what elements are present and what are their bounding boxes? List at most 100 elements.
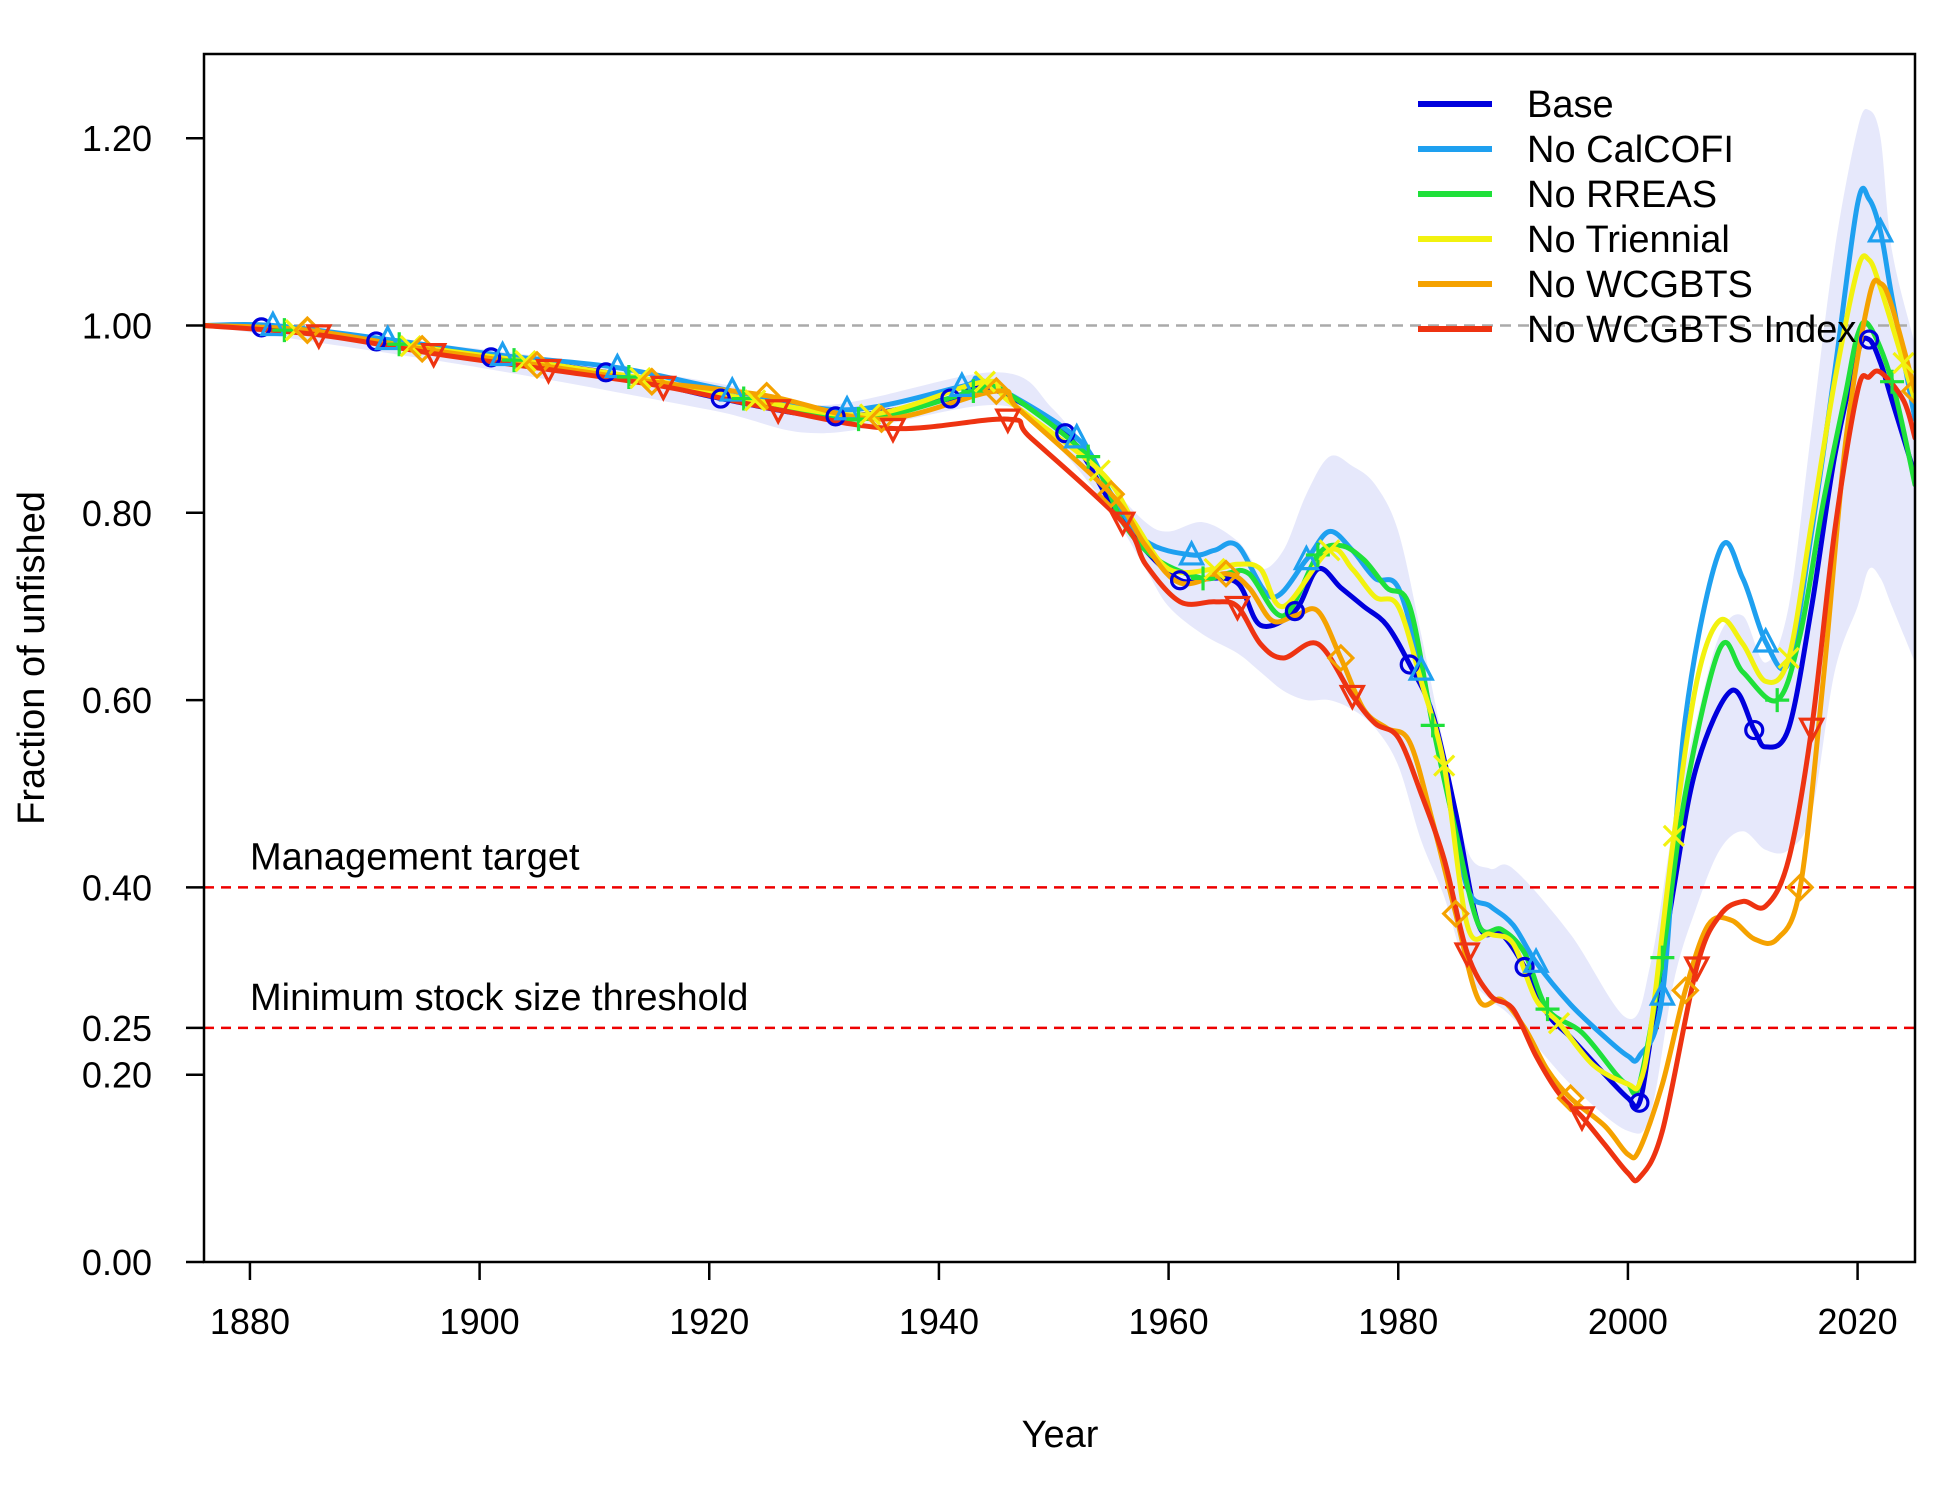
marker-no-rreas [616, 365, 641, 390]
marker-no-rreas [1650, 945, 1675, 970]
marker-no-wcgbts-index [649, 375, 677, 402]
legend-label: No CalCOFI [1527, 129, 1734, 171]
marker-no-wcgbts [752, 381, 781, 411]
marker-no-triennial [1777, 646, 1800, 670]
y-tick-label: 0.20 [82, 1055, 152, 1096]
series-line-no-wcgbts-index [204, 323, 1915, 1184]
uncertainty-band-layer [204, 109, 1915, 1134]
plot-frame [202, 52, 1917, 1264]
x-tick-label: 1920 [669, 1301, 749, 1342]
y-axis-title: Fraction of unfished [11, 491, 53, 825]
reference-lines: Management target Minimum stock size thre… [204, 324, 1915, 1030]
marker-no-triennial [1203, 557, 1226, 581]
marker-no-wcgbts [1326, 643, 1356, 673]
marker-no-calcofi [1407, 654, 1435, 681]
marker-no-wcgbts [982, 376, 1011, 406]
marker-base [595, 362, 617, 383]
marker-no-wcgbts [1785, 873, 1815, 902]
marker-no-wcgbts [1671, 976, 1700, 1005]
marker-base [1284, 601, 1306, 622]
y-axis: 0.00 0.20 0.25 0.40 0.60 0.80 1.00 1.20 [82, 118, 204, 1283]
marker-no-calcofi [1752, 626, 1780, 653]
marker-base [1744, 719, 1765, 741]
reference-label-2: Minimum stock size threshold [250, 977, 748, 1019]
marker-no-rreas [1765, 688, 1790, 713]
marker-no-triennial [629, 366, 652, 390]
marker-no-triennial [1433, 754, 1456, 777]
series-line-no-triennial [204, 253, 1915, 1092]
series-markers-layer [251, 216, 1915, 1133]
marker-no-wcgbts [867, 404, 896, 434]
marker-no-rreas [1535, 997, 1560, 1022]
marker-no-wcgbts [1441, 899, 1470, 928]
marker-no-wcgbts-index [1683, 956, 1711, 983]
marker-no-calcofi [1177, 539, 1206, 566]
marker-no-wcgbts-index [1223, 595, 1252, 622]
legend-label: No WCGBTS [1527, 264, 1753, 306]
marker-base [940, 388, 961, 409]
marker-no-wcgbts-index [420, 342, 448, 370]
marker-no-calcofi [1063, 422, 1091, 449]
marker-no-wcgbts-index [1453, 942, 1481, 969]
y-tick-label: 0.40 [82, 867, 152, 908]
marker-base [1858, 329, 1880, 350]
marker-no-triennial [973, 370, 996, 393]
marker-no-wcgbts-index [1338, 684, 1366, 711]
legend-label: No Triennial [1527, 219, 1730, 261]
marker-no-calcofi [259, 310, 287, 337]
marker-no-triennial [744, 389, 767, 412]
y-tick-label: 0.80 [82, 493, 152, 534]
reference-label-1: Management target [250, 836, 580, 878]
marker-no-wcgbts-index [764, 399, 792, 426]
marker-no-calcofi [948, 370, 976, 397]
marker-no-rreas [502, 348, 527, 373]
x-tick-label: 1980 [1358, 1301, 1438, 1342]
marker-no-triennial [514, 349, 537, 373]
x-tick-label: 1880 [210, 1301, 290, 1342]
marker-base [1629, 1092, 1650, 1113]
marker-base [1514, 956, 1535, 978]
marker-no-rreas [1420, 713, 1445, 738]
y-tick-label: 0.00 [82, 1242, 152, 1283]
marker-no-rreas [1076, 444, 1101, 469]
y-tick-label: 0.60 [82, 680, 152, 721]
x-tick-label: 1960 [1129, 1301, 1209, 1342]
marker-no-wcgbts-index [1109, 511, 1137, 538]
marker-no-rreas [961, 379, 986, 404]
marker-no-calcofi [374, 324, 402, 351]
marker-no-triennial [1547, 1012, 1571, 1035]
x-tick-label: 1940 [899, 1301, 979, 1342]
marker-no-wcgbts-index [534, 358, 563, 385]
y-tick-label: 1.00 [82, 306, 152, 347]
legend-label: No RREAS [1527, 174, 1717, 216]
marker-base [825, 406, 846, 427]
uncertainty-band [204, 109, 1915, 1134]
marker-no-triennial [1088, 459, 1111, 482]
x-tick-label: 2000 [1588, 1301, 1668, 1342]
marker-no-triennial [858, 403, 882, 426]
marker-base [1169, 570, 1191, 591]
y-tick-label: 1.20 [82, 118, 152, 159]
marker-no-calcofi [488, 340, 517, 367]
marker-no-wcgbts-index [994, 408, 1022, 435]
legend-label: No WCGBTS Index [1527, 309, 1856, 351]
marker-no-calcofi [1522, 946, 1550, 973]
marker-no-calcofi [1292, 544, 1321, 571]
marker-no-rreas [1191, 566, 1216, 591]
marker-no-wcgbts [1096, 479, 1126, 509]
marker-no-calcofi [1648, 979, 1677, 1006]
x-axis-title: Year [1022, 1414, 1099, 1456]
marker-no-wcgbts-index [305, 324, 333, 351]
marker-no-triennial [1318, 539, 1341, 562]
legend-label: Base [1527, 84, 1614, 126]
x-tick-label: 1900 [440, 1301, 520, 1342]
marker-no-wcgbts [1900, 376, 1915, 406]
marker-no-wcgbts-index [1798, 717, 1826, 744]
y-tick-label: 0.25 [82, 1008, 152, 1049]
marker-no-calcofi [1866, 216, 1895, 243]
marker-no-rreas [272, 318, 297, 343]
x-axis: 1880 1900 1920 1940 1960 1980 2000 2020 [210, 1262, 1898, 1342]
marker-no-triennial [399, 334, 422, 358]
